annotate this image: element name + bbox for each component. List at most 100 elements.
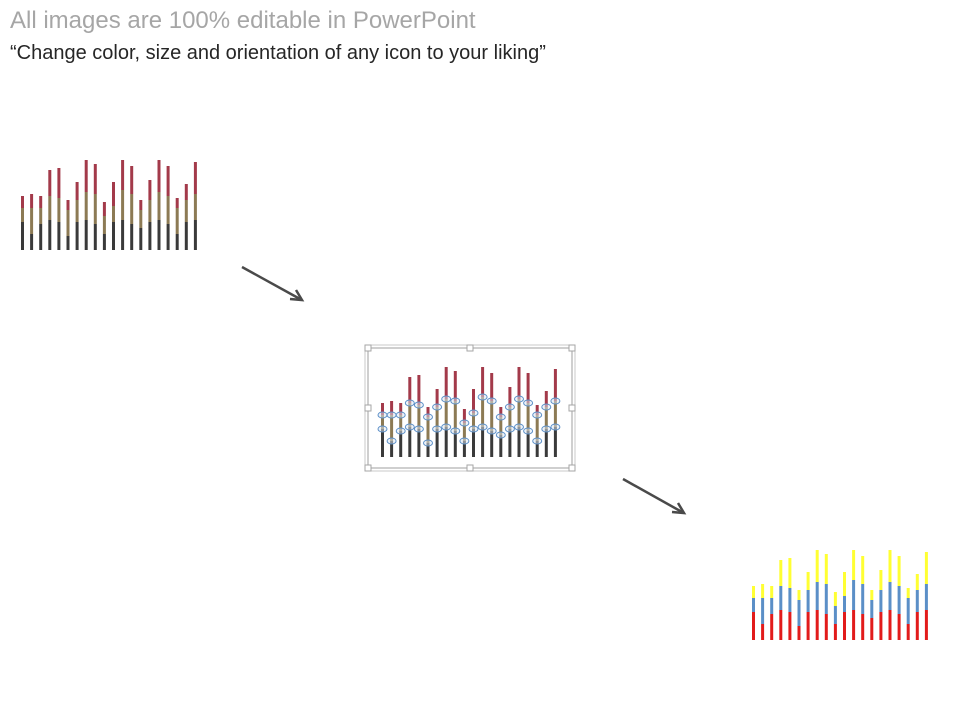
bar-segment: [193, 220, 197, 250]
edit-point[interactable]: [386, 411, 397, 419]
bar-segment: [381, 415, 384, 429]
bar-segment: [752, 598, 755, 612]
bar-segment: [861, 584, 865, 614]
bar-segment: [112, 206, 115, 222]
selected-bar-chart-group[interactable]: [364, 344, 576, 472]
bar-segment: [544, 391, 548, 407]
bar-segment: [166, 196, 170, 224]
edit-point[interactable]: [477, 393, 488, 401]
resize-handle[interactable]: [364, 404, 372, 412]
bar-segment: [770, 586, 774, 598]
edit-point[interactable]: [413, 401, 424, 409]
edit-point[interactable]: [432, 403, 443, 411]
edit-point[interactable]: [477, 423, 488, 431]
bar-segment: [770, 598, 774, 614]
resize-handle[interactable]: [364, 464, 372, 472]
edit-point[interactable]: [395, 411, 406, 419]
edit-point[interactable]: [486, 397, 497, 405]
resize-handle[interactable]: [466, 464, 474, 472]
bar-segment: [75, 222, 79, 250]
edit-point[interactable]: [459, 437, 470, 445]
edit-point[interactable]: [432, 425, 443, 433]
edit-point[interactable]: [514, 395, 524, 403]
edit-point[interactable]: [550, 397, 561, 405]
bar-segment: [526, 373, 530, 403]
edit-point[interactable]: [413, 425, 424, 433]
edit-point[interactable]: [468, 425, 479, 433]
bar-segment: [417, 429, 421, 457]
edit-point[interactable]: [504, 403, 515, 411]
edit-point[interactable]: [459, 419, 470, 427]
bar-segment: [553, 427, 557, 457]
bar-segment: [166, 224, 170, 250]
bar-segment: [788, 612, 792, 640]
bar-segment: [84, 192, 88, 220]
bar-segment: [408, 403, 412, 427]
edit-point[interactable]: [423, 439, 433, 447]
bar-segment: [870, 590, 874, 600]
bar-segment: [30, 208, 34, 234]
edit-point[interactable]: [541, 403, 552, 411]
resize-handle[interactable]: [466, 344, 474, 352]
bar-segment: [39, 224, 43, 250]
bar-segment: [481, 367, 485, 397]
edit-point[interactable]: [550, 423, 561, 431]
bar-segment: [130, 224, 134, 250]
resize-handle[interactable]: [568, 464, 576, 472]
bar-segment: [444, 367, 448, 399]
edit-point[interactable]: [404, 423, 415, 431]
resize-handle[interactable]: [568, 344, 576, 352]
bar-segment: [157, 160, 161, 192]
original-bar-chart-icon[interactable]: [21, 160, 197, 250]
bar-segment: [770, 614, 774, 640]
edit-point[interactable]: [395, 427, 406, 435]
edit-point[interactable]: [450, 427, 461, 435]
bar-segment: [553, 369, 557, 401]
edit-point[interactable]: [377, 425, 388, 433]
bar-segment: [435, 389, 439, 407]
bar-segment: [535, 415, 539, 441]
edit-point[interactable]: [450, 397, 461, 405]
bar-segment: [508, 407, 512, 429]
bar-segment: [93, 194, 97, 224]
edit-point[interactable]: [441, 423, 452, 431]
bar-segment: [453, 431, 457, 457]
bar-segment: [499, 407, 503, 417]
edit-point[interactable]: [541, 425, 552, 433]
edit-point[interactable]: [441, 395, 452, 403]
edit-point[interactable]: [523, 399, 534, 407]
bar-segment: [399, 431, 403, 457]
selection-handles[interactable]: [364, 344, 576, 472]
edit-point[interactable]: [468, 409, 479, 417]
edit-point[interactable]: [504, 425, 515, 433]
edit-point[interactable]: [486, 427, 497, 435]
resize-handle[interactable]: [568, 404, 576, 412]
bar-segment: [508, 429, 512, 457]
edit-point[interactable]: [377, 411, 388, 419]
bar-segment: [888, 582, 892, 610]
editing-bar-chart-icon[interactable]: [381, 367, 557, 457]
edit-point[interactable]: [532, 411, 543, 419]
bar-segment: [444, 427, 448, 457]
edit-point[interactable]: [514, 423, 524, 431]
edit-point[interactable]: [386, 437, 397, 445]
bar-segment: [915, 574, 919, 590]
recolored-bar-chart-icon[interactable]: [752, 550, 928, 640]
edit-point[interactable]: [495, 413, 506, 421]
resize-handle[interactable]: [364, 344, 372, 352]
bar-segment: [761, 624, 765, 640]
bar-segment: [852, 580, 856, 610]
edit-point[interactable]: [523, 427, 534, 435]
edit-points[interactable]: [377, 393, 561, 447]
edit-point[interactable]: [495, 431, 506, 439]
edit-point[interactable]: [532, 437, 543, 445]
arrow-right-down-icon: [241, 265, 305, 302]
bar-segment: [435, 429, 439, 457]
bar-segment: [102, 202, 106, 216]
bar-segment: [797, 600, 801, 626]
bar-segment: [184, 222, 188, 250]
bar-segment: [915, 590, 919, 612]
edit-point[interactable]: [404, 399, 415, 407]
bar-segment: [157, 220, 161, 250]
edit-point[interactable]: [423, 413, 433, 421]
